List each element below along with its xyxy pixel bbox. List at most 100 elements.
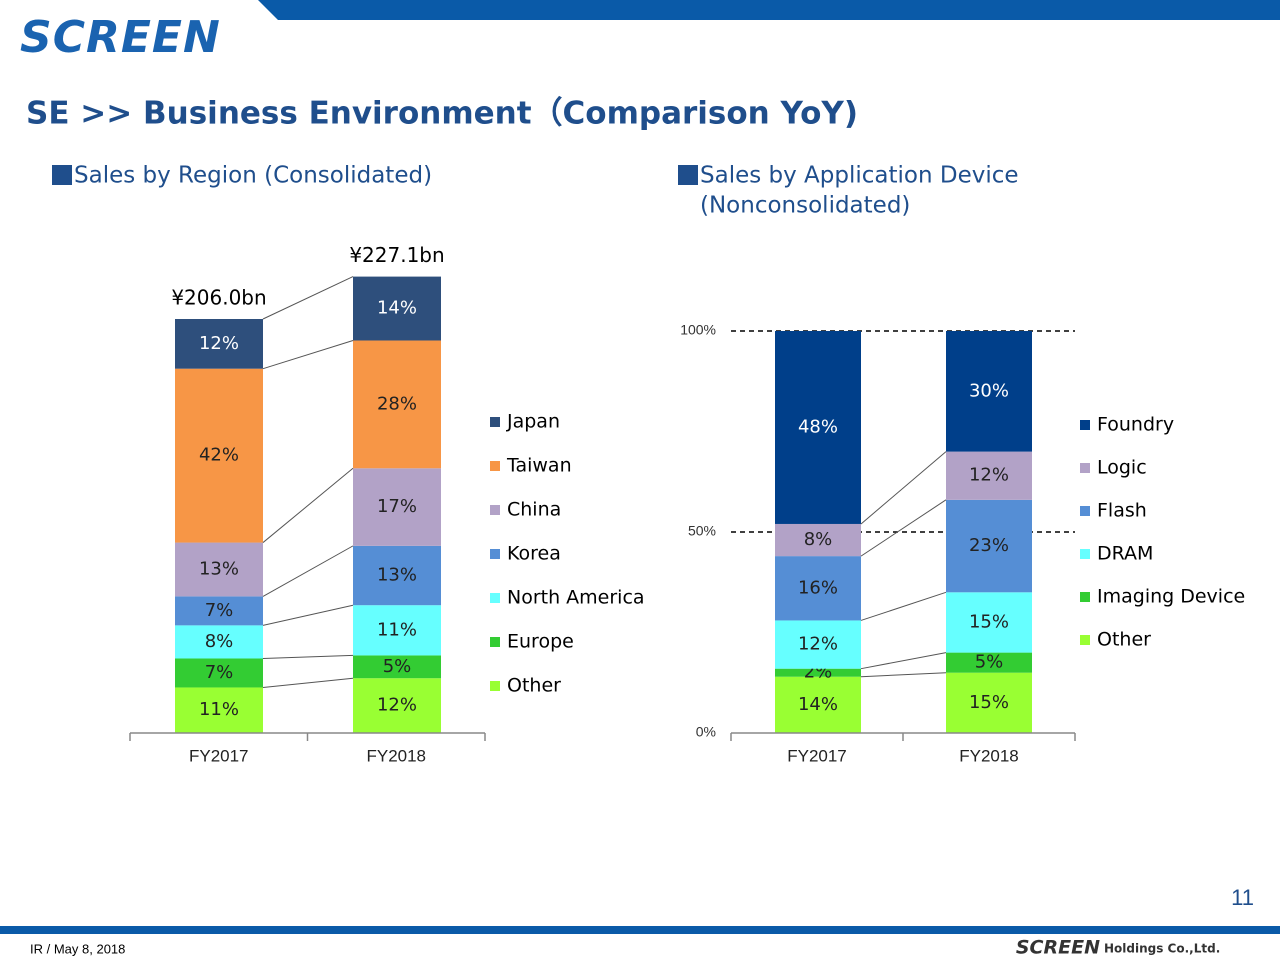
data-label: 15% — [969, 611, 1009, 632]
legend-swatch — [490, 461, 500, 471]
bar-segment — [353, 545, 441, 606]
data-label: 28% — [377, 393, 417, 414]
bar-segment — [175, 368, 263, 543]
bar-segment — [946, 652, 1032, 673]
connector — [262, 545, 354, 597]
chart-title: Sales by Application Device — [700, 163, 1019, 189]
connector — [262, 677, 354, 688]
data-label: 15% — [969, 692, 1009, 713]
data-label: 12% — [199, 333, 239, 354]
legend-swatch — [490, 637, 500, 647]
connector — [262, 604, 354, 626]
connector — [860, 591, 947, 621]
connector — [262, 340, 354, 370]
data-label: 14% — [798, 694, 838, 715]
chart-subtitle: (Nonconsolidated) — [700, 193, 910, 219]
data-label: 5% — [975, 652, 1004, 673]
bar-segment — [775, 676, 861, 733]
legend-swatch — [490, 681, 500, 691]
total-label: ¥206.0bn — [171, 286, 266, 310]
bar-segment — [775, 523, 861, 557]
bar-segment — [353, 605, 441, 656]
connector — [860, 451, 947, 525]
data-label: 13% — [199, 558, 239, 579]
bar-segment — [946, 499, 1032, 593]
data-label: 12% — [377, 695, 417, 716]
legend-label: Other — [507, 675, 561, 697]
connector — [262, 467, 354, 543]
bar-segment — [946, 592, 1032, 653]
bar-segment — [175, 542, 263, 597]
bullet — [52, 165, 72, 185]
bar-segment — [175, 687, 263, 733]
bar-segment — [775, 620, 861, 669]
data-label: 13% — [377, 565, 417, 586]
y-tick-label: 50% — [688, 523, 716, 539]
legend-swatch — [1080, 549, 1090, 559]
logo: SCREEN — [20, 12, 221, 63]
connector — [262, 654, 354, 659]
data-label: 8% — [804, 529, 833, 550]
legend-swatch — [1080, 592, 1090, 602]
legend-label: Imaging Device — [1097, 586, 1245, 608]
data-label: 17% — [377, 496, 417, 517]
bullet — [678, 165, 698, 185]
bar-segment — [353, 655, 441, 679]
data-label: 8% — [205, 631, 234, 652]
data-label: 23% — [969, 535, 1009, 556]
bottom-band — [0, 926, 1280, 934]
footer-note: IR / May 8, 2018 — [30, 941, 125, 956]
legend-label: DRAM — [1097, 543, 1153, 565]
data-label: 5% — [383, 656, 412, 677]
bar-segment — [946, 331, 1032, 452]
legend-swatch — [1080, 420, 1090, 430]
bar-segment — [353, 678, 441, 733]
legend-label: Foundry — [1097, 414, 1174, 436]
bar-segment — [946, 672, 1032, 733]
legend-label: Taiwan — [506, 455, 572, 477]
data-label: 7% — [205, 600, 234, 621]
footer-logo-suffix: Holdings Co.,Ltd. — [1104, 942, 1220, 956]
bar-segment — [775, 556, 861, 621]
footer-logo: SCREEN — [1016, 937, 1100, 959]
connector — [860, 499, 947, 557]
y-tick-label: 0% — [696, 724, 716, 740]
bar-segment — [775, 668, 861, 677]
legend-label: Other — [1097, 629, 1151, 651]
data-label: 11% — [199, 699, 239, 720]
data-label: 42% — [199, 445, 239, 466]
top-band — [258, 0, 1280, 20]
legend-swatch — [490, 505, 500, 515]
bar-segment — [175, 596, 263, 626]
bar-segment — [353, 340, 441, 469]
legend-label: Japan — [506, 411, 560, 433]
x-tick-label: FY2017 — [189, 746, 249, 765]
connector — [860, 672, 947, 678]
bar-segment — [353, 468, 441, 546]
total-label: ¥227.1bn — [349, 243, 444, 267]
legend-label: Logic — [1097, 457, 1147, 479]
data-label: 12% — [798, 634, 838, 655]
page-number: 11 — [1231, 885, 1254, 910]
bar-segment — [175, 658, 263, 688]
bar-segment — [353, 276, 441, 341]
legend-swatch — [490, 417, 500, 427]
bar-segment — [175, 625, 263, 659]
legend-swatch — [1080, 506, 1090, 516]
slide-title: SE >> Business Environment（Comparison Yo… — [26, 96, 858, 132]
legend-swatch — [1080, 463, 1090, 473]
legend-label: China — [507, 499, 561, 521]
bar-segment — [946, 451, 1032, 500]
chart-title: Sales by Region (Consolidated) — [74, 163, 432, 189]
data-label: 12% — [969, 465, 1009, 486]
data-label: 7% — [205, 662, 234, 683]
x-tick-label: FY2018 — [959, 746, 1019, 765]
connector — [262, 276, 354, 320]
legend-swatch — [490, 549, 500, 559]
y-tick-label: 100% — [680, 322, 716, 338]
legend-label: Flash — [1097, 500, 1147, 522]
x-tick-label: FY2017 — [787, 746, 847, 765]
data-label: 11% — [377, 619, 417, 640]
